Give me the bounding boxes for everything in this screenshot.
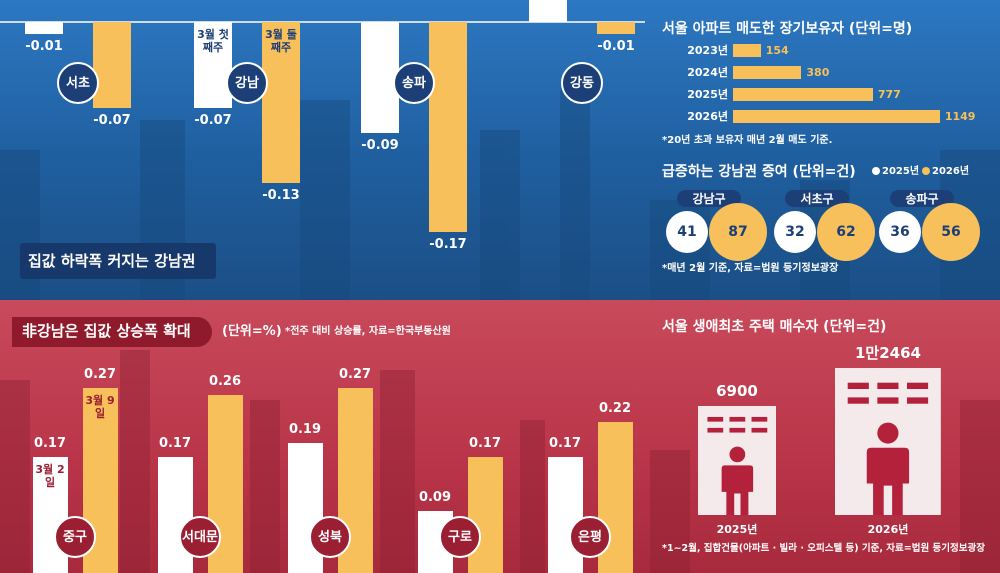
legend-label: 2025년: [882, 166, 920, 177]
building: [697, 405, 777, 515]
bubble: 41: [666, 211, 708, 253]
note: *전주 대비 상승률, 자료=한국부동산원: [285, 326, 451, 337]
value-label: 777: [877, 88, 901, 101]
note: *20년 초과 보유자 매년 2월 매도 기준.: [662, 135, 833, 146]
bar: [733, 88, 873, 101]
chart-title: 서울 아파트 매도한 장기보유자 (단위=명): [662, 21, 913, 37]
category-label: 서대문: [179, 516, 221, 558]
chart-title: 급증하는 강남권 증여 (단위=건): [662, 164, 856, 180]
category-label: 서초구: [785, 190, 849, 207]
title-box: [20, 243, 216, 279]
chart-title: 非강남은 집값 상승폭 확대: [22, 322, 191, 340]
category-label: 2026년: [867, 523, 909, 536]
building: [835, 368, 941, 515]
value-label: 0.17: [158, 435, 192, 451]
chart-title: 집값 하락폭 커지는 강남권: [28, 252, 196, 270]
value-label: 0.26: [208, 373, 242, 389]
legend-dot: [922, 167, 930, 175]
category-label: 2025년: [687, 88, 728, 101]
person-head: [877, 422, 899, 444]
person-head: [729, 446, 745, 462]
unit-label: (단위=%): [222, 324, 282, 339]
legend-label: 3월 둘째주: [265, 28, 297, 55]
value-label: 0.17: [468, 435, 502, 451]
category-label: 강남구: [677, 190, 741, 207]
value-label: 0.17: [33, 435, 67, 451]
bar: [429, 22, 467, 232]
note: *1~2월, 집합건물(아파트 · 빌라 · 오피스텔 등) 기준, 자료=법원…: [662, 543, 985, 554]
bar: [194, 22, 232, 109]
person-body: [721, 464, 753, 515]
bubble: 56: [922, 203, 980, 261]
category-label: 강동: [561, 62, 603, 104]
category-label: 2026년: [687, 110, 728, 123]
bar: [361, 22, 399, 134]
value-label: -0.01: [25, 39, 63, 55]
building-icon: [835, 368, 941, 515]
bar: [733, 110, 940, 123]
category-label: 2025년: [716, 523, 758, 536]
bar: [93, 22, 131, 109]
category-label: 2023년: [687, 44, 728, 57]
legend-label: 2026년: [932, 166, 970, 177]
note: *매년 2월 기준, 자료=법원 등기정보광장: [662, 263, 839, 274]
bubble: 87: [709, 203, 767, 261]
bar: [157, 456, 193, 573]
windows: [707, 416, 767, 433]
value-label: 6900: [716, 381, 758, 400]
bubble: 36: [879, 211, 921, 253]
category-label: 성북: [309, 516, 351, 558]
value-label: 1만2464: [855, 344, 921, 362]
bar: [547, 456, 583, 573]
value-label: 0.17: [548, 435, 582, 451]
category-label: 2024년: [687, 66, 728, 79]
bar: [262, 22, 300, 183]
value-label: 0.19: [288, 421, 322, 437]
legend-dot: [872, 167, 880, 175]
value-label: -0.07: [194, 113, 232, 129]
windows: [847, 382, 929, 404]
value-label: -0.09: [361, 138, 399, 154]
bubble: 32: [774, 211, 816, 253]
person-body: [866, 447, 910, 515]
category-label: 강남: [226, 62, 268, 104]
legend-label: 3월 9일: [85, 394, 115, 421]
value-label: -0.13: [262, 187, 300, 203]
value-label: -0.07: [93, 113, 131, 129]
category-label: 은평: [569, 516, 611, 558]
category-label: 중구: [54, 516, 96, 558]
value-label: 0.22: [598, 401, 632, 417]
title-box: [12, 317, 212, 347]
bar: [467, 456, 503, 573]
bar: [733, 44, 761, 57]
legend-label: 3월 2일: [35, 462, 65, 489]
value-label: 0.09: [418, 490, 452, 506]
bar: [733, 66, 802, 79]
bar: [529, 0, 567, 22]
category-label: 구로: [439, 516, 481, 558]
category-label: 송파: [393, 62, 435, 104]
bubble: 62: [817, 203, 875, 261]
category-label: 송파구: [890, 190, 954, 207]
value-label: -0.01: [597, 39, 635, 55]
category-label: 서초: [57, 62, 99, 104]
value-label: 380: [806, 66, 830, 79]
bar: [597, 22, 635, 35]
building-icon: [697, 405, 777, 515]
value-label: 154: [765, 44, 789, 57]
value-label: -0.17: [429, 236, 467, 252]
value-label: 0.27: [338, 367, 372, 383]
bar: [25, 22, 63, 35]
chart-title: 서울 생애최초 주택 매수자 (단위=건): [662, 319, 887, 335]
skyline-bottom: [0, 350, 1000, 573]
legend-label: 3월 첫째주: [197, 28, 229, 55]
value-label: 0.27: [83, 367, 117, 383]
value-label: 1149: [944, 110, 976, 123]
